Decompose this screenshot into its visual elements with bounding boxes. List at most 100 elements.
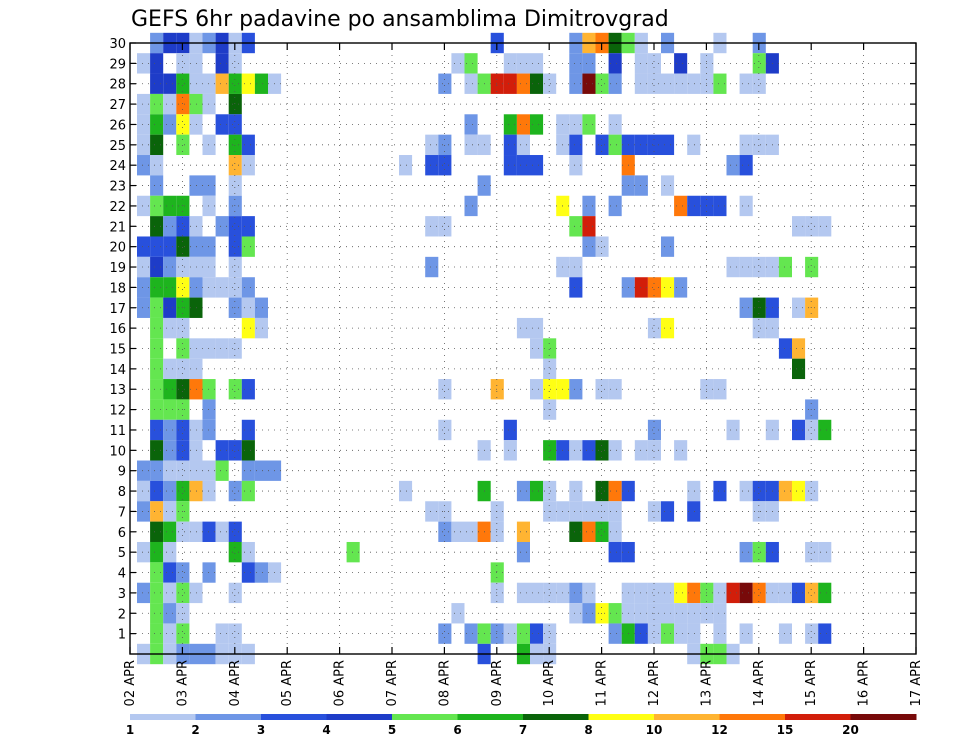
heatmap-cell [543, 480, 557, 502]
heatmap-cell [202, 134, 216, 156]
heatmap-cell [137, 277, 151, 298]
heatmap-cell [687, 582, 701, 604]
y-tick-label: 5 [118, 546, 126, 561]
y-tick-label: 12 [109, 404, 126, 419]
heatmap-cell [150, 175, 164, 196]
heatmap-cell [569, 134, 583, 156]
y-tick-label: 26 [109, 118, 126, 133]
heatmap-cell [608, 521, 622, 542]
heatmap-cell [202, 521, 216, 542]
heatmap-cell [137, 480, 151, 502]
heatmap-cell [608, 603, 622, 624]
y-tick-label: 8 [118, 485, 126, 500]
heatmap-cell [215, 521, 229, 542]
heatmap-cell [137, 501, 151, 522]
heatmap-cell [228, 297, 242, 318]
y-tick-label: 28 [109, 78, 126, 93]
heatmap-cell [805, 256, 819, 278]
y-tick-label: 6 [118, 526, 126, 541]
legend-label: 4 [322, 723, 330, 737]
heatmap-cell [792, 419, 806, 441]
heatmap-cell [425, 134, 439, 156]
heatmap-cell [163, 297, 177, 318]
heatmap-cell [530, 480, 544, 502]
heatmap-cell [713, 379, 727, 400]
heatmap-cell [713, 623, 727, 644]
heatmap-cell [595, 236, 609, 257]
x-tick-label: 11 APR [595, 660, 610, 706]
heatmap-cell [150, 521, 164, 542]
heatmap-cell [516, 134, 530, 156]
heatmap-cell [752, 582, 766, 604]
heatmap-cell [503, 440, 517, 461]
heatmap-cell [608, 480, 622, 502]
y-tick-label: 7 [118, 505, 126, 520]
x-tick-label: 17 APR [909, 660, 924, 706]
heatmap-cell [228, 379, 242, 400]
heatmap-cell [687, 73, 701, 94]
heatmap-cell [163, 399, 177, 420]
heatmap-cell [228, 175, 242, 196]
heatmap-cell [137, 114, 151, 135]
y-tick-label: 17 [109, 302, 126, 317]
heatmap-cell [137, 134, 151, 156]
heatmap-cell [752, 297, 766, 318]
heatmap-cell [150, 379, 164, 400]
heatmap-cell [189, 256, 203, 278]
heatmap-cell [805, 297, 819, 318]
heatmap-cell [778, 480, 792, 502]
heatmap-cell [674, 195, 688, 217]
legend-swatch [850, 714, 917, 720]
heatmap-cell [805, 623, 819, 644]
heatmap-cell [503, 623, 517, 644]
heatmap-cell [687, 480, 701, 502]
heatmap-cell [176, 73, 190, 94]
heatmap-cell [569, 582, 583, 604]
heatmap-cell [189, 236, 203, 257]
heatmap-cell [150, 134, 164, 156]
heatmap-cell [163, 216, 177, 237]
y-tick-label: 9 [118, 465, 126, 480]
heatmap-cell [228, 216, 242, 237]
heatmap-cell [189, 277, 203, 298]
y-tick-label: 21 [109, 220, 126, 235]
heatmap-cell [661, 501, 675, 522]
heatmap-cell [176, 440, 190, 461]
heatmap-cell [150, 216, 164, 237]
heatmap-cell [543, 73, 557, 94]
heatmap-cell [818, 419, 832, 441]
heatmap-cell [647, 623, 661, 644]
heatmap-cell [150, 256, 164, 278]
heatmap-cell [490, 521, 504, 542]
heatmap-cell [569, 256, 583, 278]
heatmap-cell [228, 155, 242, 176]
heatmap-cell [176, 480, 190, 502]
heatmap-cell [778, 582, 792, 604]
heatmap-cell [189, 419, 203, 441]
heatmap-cell [228, 236, 242, 257]
heatmap-cell [569, 216, 583, 237]
heatmap-cell [792, 338, 806, 359]
heatmap-cell [176, 297, 190, 318]
heatmap-cell [137, 195, 151, 217]
heatmap-cell [530, 338, 544, 359]
heatmap-cell [490, 582, 504, 604]
heatmap-cell [163, 114, 177, 135]
heatmap-cell [739, 582, 753, 604]
heatmap-cell [163, 317, 177, 339]
heatmap-cell [215, 216, 229, 237]
heatmap-cell [176, 277, 190, 298]
heatmap-cell [569, 501, 583, 522]
heatmap-cell [202, 236, 216, 257]
heatmap-cell [805, 541, 819, 563]
heatmap-cell [425, 155, 439, 176]
heatmap-cell [189, 53, 203, 74]
heatmap-cell [202, 195, 216, 217]
heatmap-cell [608, 134, 622, 156]
heatmap-cell [608, 501, 622, 522]
heatmap-cell [543, 399, 557, 420]
heatmap-cell [503, 419, 517, 441]
legend-swatch [326, 714, 393, 720]
heatmap-cell [516, 73, 530, 94]
heatmap-cell [582, 195, 596, 217]
